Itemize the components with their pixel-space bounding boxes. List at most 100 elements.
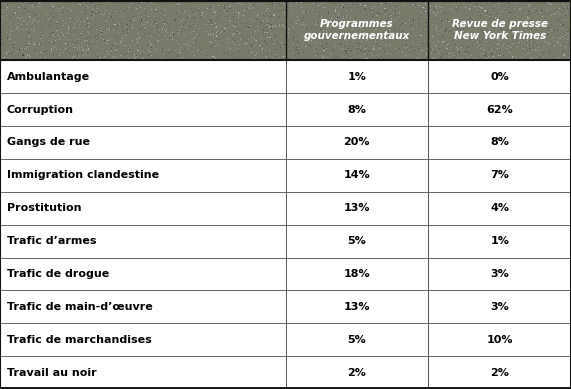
Point (87, 0, 96, 6)
Point (545, 40, 554, 46)
Point (485, 14, 494, 20)
Point (421, 38, 430, 44)
Point (334, 9, 343, 16)
Point (297, 32, 307, 39)
Point (196, 37, 206, 43)
Point (179, 26, 188, 33)
Point (525, 3, 534, 9)
Point (549, 53, 558, 59)
Point (565, 49, 571, 56)
Point (456, 1, 465, 7)
Point (368, 1, 377, 7)
Point (267, 47, 276, 53)
Point (171, 37, 180, 44)
Point (102, 48, 111, 54)
Point (63, 31, 72, 37)
Point (2, 12, 11, 19)
Point (520, 0, 529, 4)
Point (275, 23, 284, 29)
Point (18, 14, 27, 20)
Point (268, 0, 278, 5)
Point (299, 39, 308, 46)
Point (387, 15, 396, 21)
Point (78, 42, 87, 48)
Point (115, 29, 124, 35)
Point (38, 57, 47, 63)
Point (381, 20, 390, 26)
Point (247, 49, 256, 55)
Point (423, 14, 432, 21)
Point (235, 51, 244, 57)
Point (490, 15, 500, 21)
Point (334, 49, 343, 55)
Point (149, 44, 158, 50)
Point (462, 51, 471, 57)
Text: 13%: 13% (344, 203, 370, 213)
Point (69, 44, 78, 51)
Point (175, 9, 184, 16)
Point (228, 23, 238, 29)
Point (476, 12, 485, 19)
Point (59, 9, 69, 15)
Point (314, 56, 323, 62)
Point (103, 33, 112, 39)
Point (243, 37, 252, 43)
Point (393, 54, 403, 61)
Point (344, 28, 353, 35)
Point (167, 23, 176, 29)
Point (70, 53, 79, 59)
Point (0, 23, 7, 29)
Point (497, 8, 506, 14)
Point (222, 54, 231, 60)
Point (441, 39, 451, 46)
Text: 14%: 14% (344, 170, 370, 180)
Point (118, 2, 127, 8)
Point (344, 18, 353, 25)
Point (294, 17, 303, 23)
Point (142, 0, 151, 4)
Point (193, 47, 202, 54)
Point (0, 57, 9, 63)
Point (381, 8, 390, 14)
Point (140, 22, 149, 28)
Point (277, 26, 286, 32)
Point (47, 37, 57, 43)
Point (389, 11, 399, 17)
Point (75, 22, 85, 28)
Point (468, 9, 477, 16)
Point (508, 34, 517, 40)
Point (402, 0, 411, 4)
Point (526, 40, 536, 47)
Point (79, 43, 89, 49)
Point (23, 1, 33, 7)
Point (176, 45, 186, 51)
Point (528, 27, 537, 33)
Point (229, 0, 238, 5)
Point (147, 44, 156, 50)
Point (505, 39, 514, 46)
Point (501, 28, 510, 34)
Point (421, 10, 430, 16)
Point (336, 23, 345, 30)
Point (367, 54, 376, 61)
Point (302, 28, 311, 34)
Point (270, 53, 279, 59)
Point (81, 16, 90, 22)
Point (16, 6, 25, 12)
Point (339, 15, 348, 21)
Point (142, 15, 151, 21)
Point (80, 32, 89, 38)
Point (561, 0, 570, 4)
Point (502, 46, 512, 52)
Point (265, 55, 274, 61)
Point (127, 45, 136, 51)
Point (380, 43, 389, 49)
Point (508, 40, 517, 46)
Point (329, 5, 339, 11)
Point (543, 0, 552, 6)
Point (382, 0, 391, 5)
Point (350, 19, 359, 25)
Point (46, 34, 55, 40)
Point (522, 16, 532, 22)
Point (508, 54, 517, 60)
